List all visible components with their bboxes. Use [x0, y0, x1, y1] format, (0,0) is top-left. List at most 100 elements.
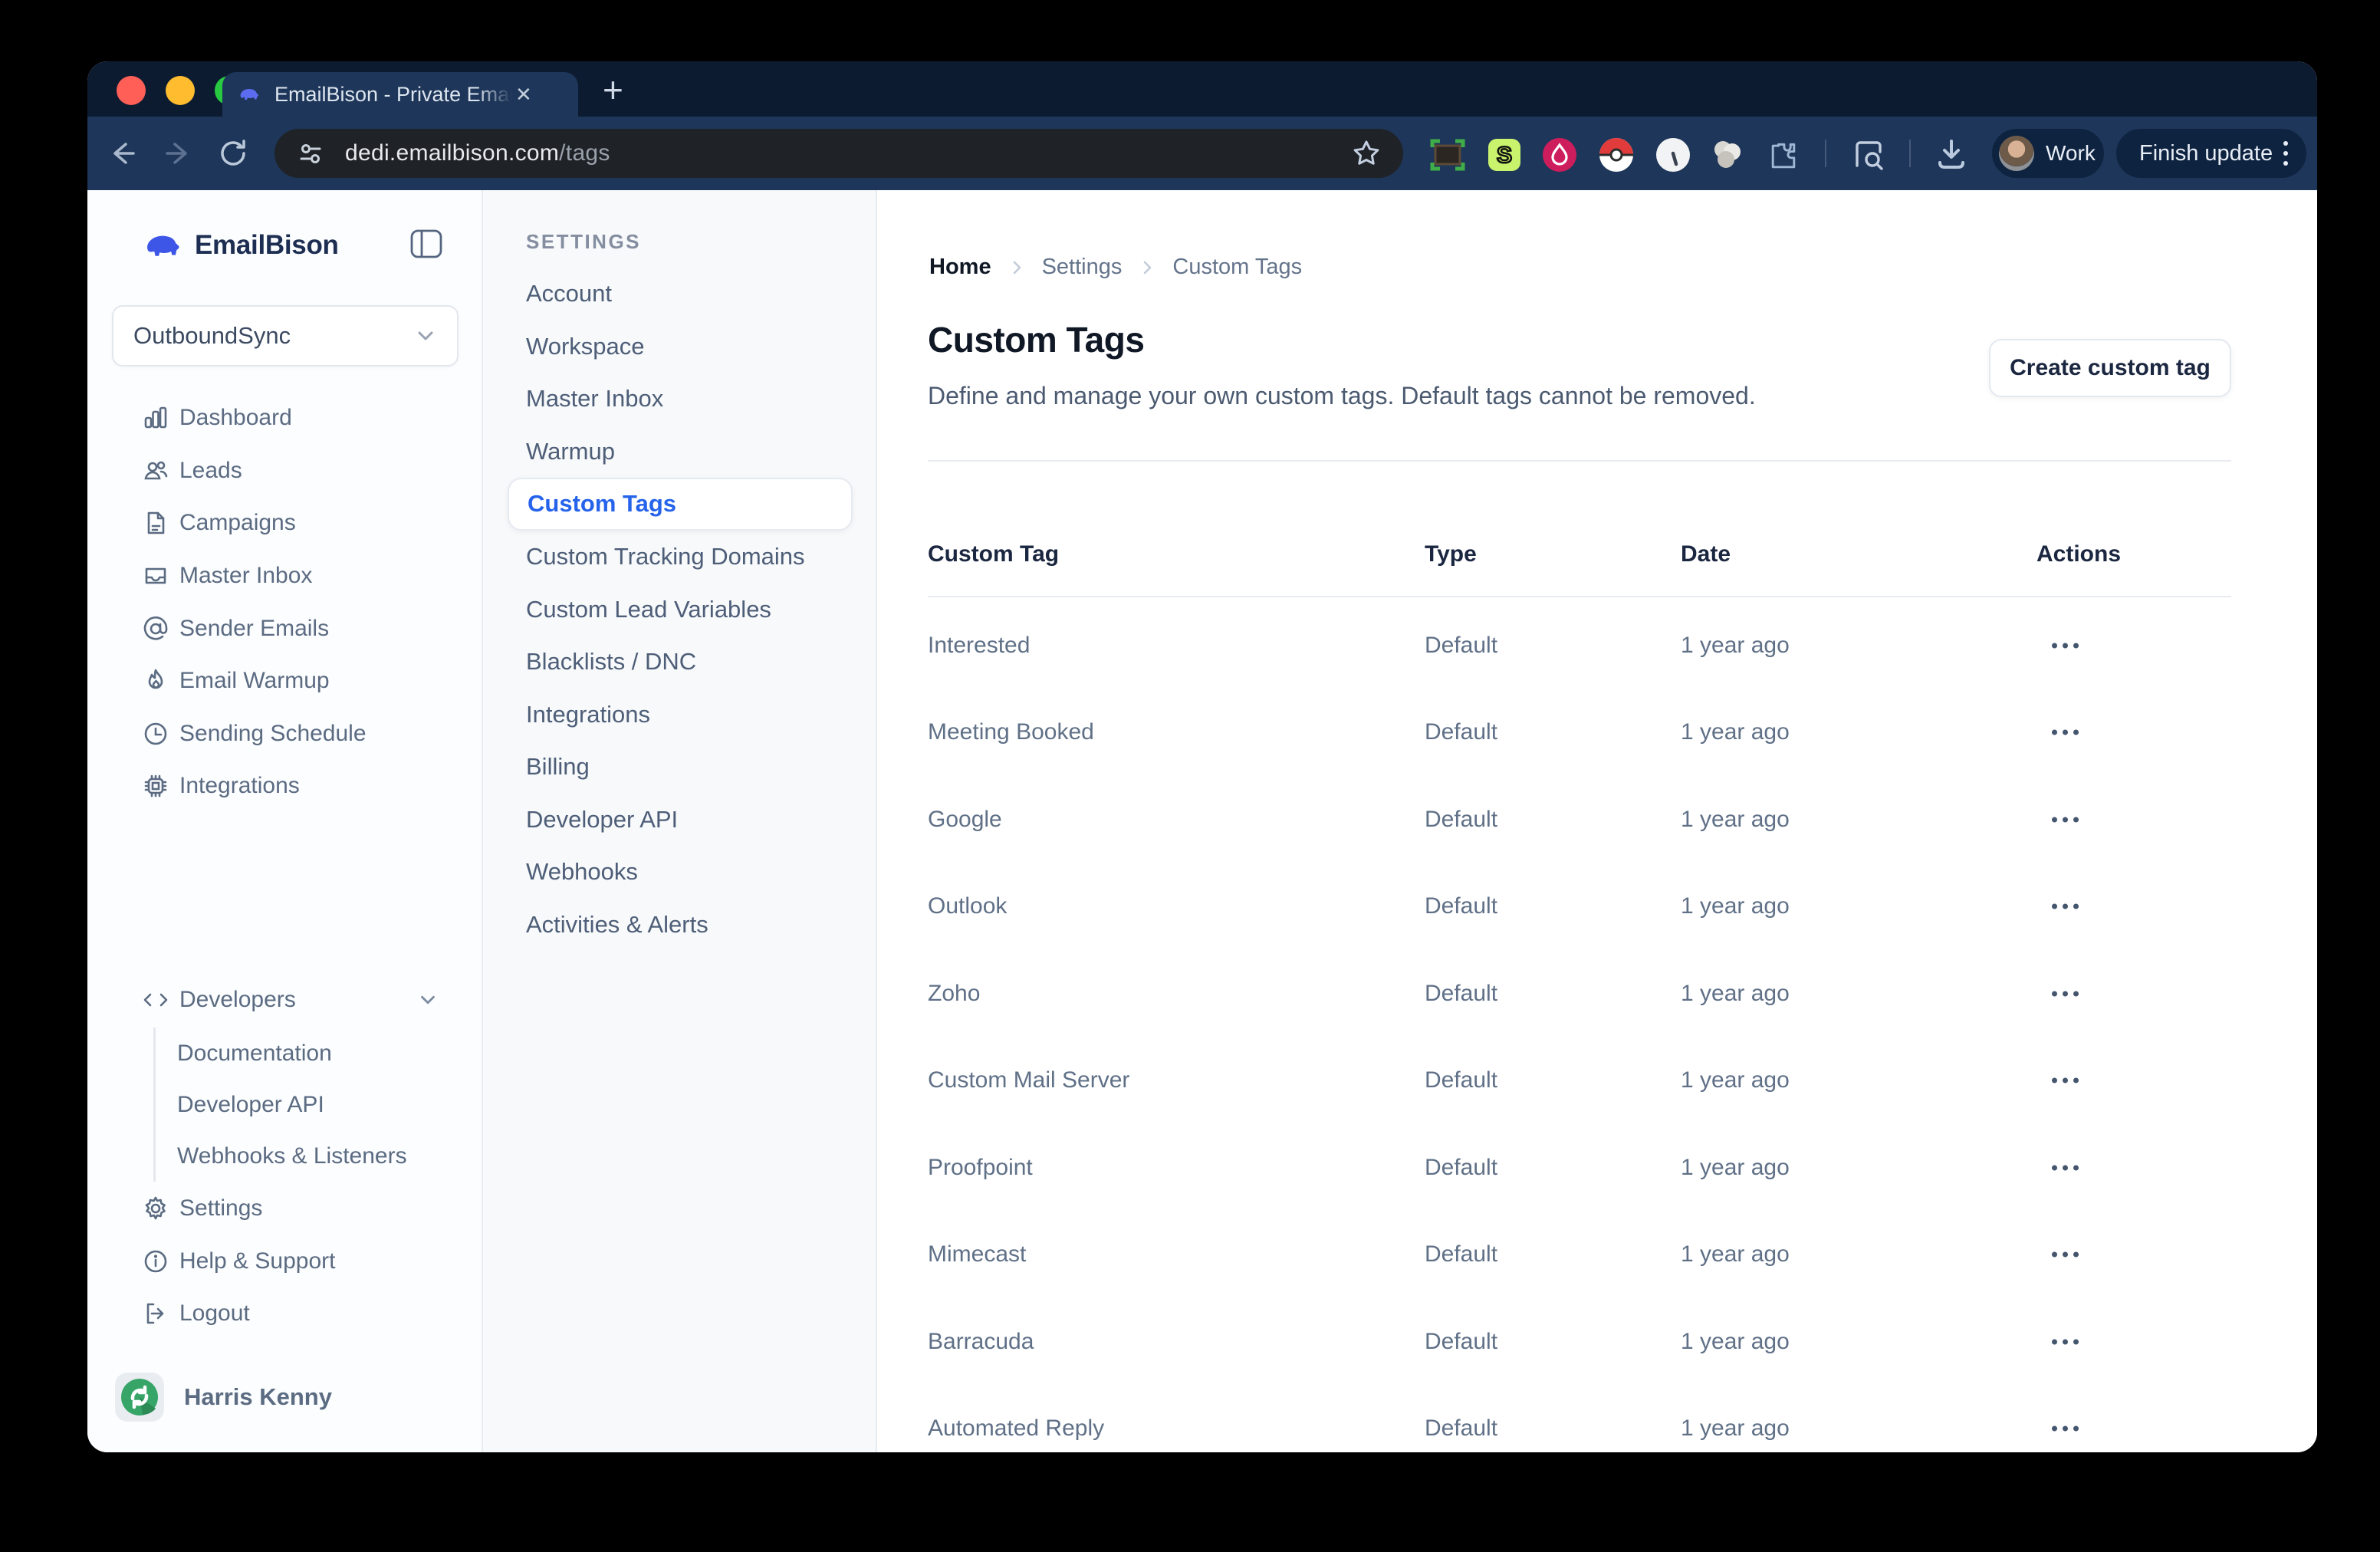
table-header-divider	[928, 596, 2231, 597]
brand-logo[interactable]: EmailBison	[143, 221, 339, 270]
row-actions-menu-icon[interactable]	[2038, 1251, 2092, 1258]
new-tab-button[interactable]: +	[603, 70, 623, 110]
forward-icon[interactable]	[161, 136, 195, 170]
workspace-selector-value: OutboundSync	[133, 322, 291, 349]
chip-icon	[144, 775, 167, 797]
table-row: Interested Default 1 year ago	[928, 602, 2231, 689]
sidebar-item-sending-schedule[interactable]: Sending Schedule	[87, 708, 482, 761]
app-sidebar: EmailBison OutboundSync Dashboard Leads	[87, 190, 483, 1452]
sidebar-item-developer-api[interactable]: Developer API	[177, 1091, 324, 1117]
extensions-puzzle-icon[interactable]	[1765, 136, 1802, 173]
minimize-window-button[interactable]	[166, 76, 195, 105]
settings-nav-item-billing[interactable]: Billing	[526, 753, 590, 781]
row-actions-menu-icon[interactable]	[2038, 1425, 2092, 1432]
url-path: /tags	[559, 140, 610, 166]
sidebar-item-developers[interactable]: Developers	[87, 974, 482, 1027]
settings-nav-item-activities-alerts[interactable]: Activities & Alerts	[526, 910, 708, 938]
settings-nav-item-master-inbox[interactable]: Master Inbox	[526, 385, 664, 413]
main-content: Home Settings Custom Tags Custom Tags De…	[877, 190, 2317, 1452]
sidebar-item-campaigns[interactable]: Campaigns	[87, 497, 482, 550]
row-actions-menu-icon[interactable]	[2038, 1077, 2092, 1083]
table-row: Automated Reply Default 1 year ago	[928, 1386, 2231, 1453]
settings-nav-item-blacklists-dnc[interactable]: Blacklists / DNC	[526, 648, 697, 676]
browser-menu-kebab-icon[interactable]	[2283, 141, 2288, 166]
row-actions-menu-icon[interactable]	[2038, 817, 2092, 823]
tab-title: EmailBison - Private Email Se	[274, 82, 512, 106]
row-actions-menu-icon[interactable]	[2038, 643, 2092, 649]
screenshot-frame-icon[interactable]	[1429, 136, 1466, 173]
settings-nav-item-custom-tags[interactable]: Custom Tags	[508, 478, 853, 531]
settings-nav-item-webhooks[interactable]: Webhooks	[526, 858, 638, 886]
sidebar-item-dashboard[interactable]: Dashboard	[87, 392, 482, 445]
tab-close-icon[interactable]: ✕	[515, 83, 532, 106]
download-icon[interactable]	[1934, 136, 1969, 172]
table-row: Meeting Booked Default 1 year ago	[928, 689, 2231, 777]
settings-nav-item-integrations[interactable]: Integrations	[526, 700, 650, 728]
pokeball-extension-icon[interactable]	[1598, 136, 1635, 173]
column-header-type: Type	[1425, 541, 1477, 567]
at-sign-icon	[143, 616, 168, 640]
finish-update-button[interactable]: Finish update	[2116, 129, 2306, 178]
settings-nav-item-account[interactable]: Account	[526, 280, 613, 307]
clock-extension-icon[interactable]	[1655, 136, 1691, 173]
drop-extension-icon[interactable]	[1541, 136, 1578, 173]
row-actions-menu-icon[interactable]	[2038, 1339, 2092, 1345]
sidebar-item-master-inbox[interactable]: Master Inbox	[87, 550, 482, 603]
settings-nav-item-developer-api[interactable]: Developer API	[526, 805, 679, 833]
browser-tab[interactable]: EmailBison - Private Email Se ✕	[222, 72, 578, 117]
section-divider	[928, 460, 2231, 462]
flame-icon	[148, 669, 163, 689]
bookmark-star-icon[interactable]	[1351, 138, 1382, 169]
reload-icon[interactable]	[216, 136, 250, 170]
browser-window: EmailBison - Private Email Se ✕ + dedi.e…	[87, 61, 2317, 1452]
collapse-sidebar-icon[interactable]	[409, 229, 443, 259]
settings-nav-item-custom-lead-variables[interactable]: Custom Lead Variables	[526, 595, 771, 623]
settings-nav-item-custom-tracking-domains[interactable]: Custom Tracking Domains	[526, 543, 805, 570]
bar-chart-icon	[144, 406, 167, 429]
table-row: Barracuda Default 1 year ago	[928, 1298, 2231, 1386]
users-icon	[144, 461, 168, 480]
row-actions-menu-icon[interactable]	[2038, 991, 2092, 997]
close-window-button[interactable]	[117, 76, 146, 105]
user-avatar	[115, 1373, 164, 1422]
sidebar-item-integrations[interactable]: Integrations	[87, 760, 482, 813]
sidebar-item-sender-emails[interactable]: Sender Emails	[87, 602, 482, 655]
create-custom-tag-button[interactable]: Create custom tag	[1989, 339, 2231, 397]
user-profile[interactable]: Harris Kenny	[115, 1371, 332, 1423]
sidebar-item-leads[interactable]: Leads	[87, 445, 482, 498]
sidebar-item-documentation[interactable]: Documentation	[177, 1040, 332, 1066]
sidebar-item-webhooks-listeners[interactable]: Webhooks & Listeners	[177, 1143, 407, 1169]
clock-icon	[144, 722, 167, 745]
profile-chip[interactable]: Work	[1992, 129, 2104, 178]
circle-cluster-extension-icon[interactable]	[1708, 136, 1745, 173]
sidebar-item-help-support[interactable]: Help & Support	[87, 1235, 482, 1288]
table-row: Google Default 1 year ago	[928, 776, 2231, 863]
row-actions-menu-icon[interactable]	[2038, 729, 2092, 735]
s-badge-extension-icon[interactable]: S	[1486, 136, 1523, 173]
inbox-icon	[145, 567, 166, 584]
back-icon[interactable]	[106, 136, 140, 170]
settings-nav-item-workspace[interactable]: Workspace	[526, 332, 645, 360]
breadcrumb-settings[interactable]: Settings	[1041, 255, 1123, 279]
row-actions-menu-icon[interactable]	[2038, 1165, 2092, 1171]
tab-search-icon[interactable]	[1849, 136, 1886, 173]
profile-avatar	[1999, 136, 2034, 171]
column-header-custom-tag: Custom Tag	[928, 541, 1060, 567]
sidebar-item-email-warmup[interactable]: Email Warmup	[87, 655, 482, 708]
table-header: Custom Tag Type Date Actions	[928, 541, 2231, 575]
brand-name: EmailBison	[195, 230, 339, 260]
column-header-date: Date	[1681, 541, 1731, 567]
table-row: Proofpoint Default 1 year ago	[928, 1124, 2231, 1212]
site-settings-icon[interactable]	[296, 139, 325, 168]
workspace-selector[interactable]: OutboundSync	[112, 305, 459, 367]
address-bar[interactable]: dedi.emailbison.com/tags	[274, 129, 1403, 178]
toolbar-divider	[1825, 140, 1826, 167]
browser-toolbar: dedi.emailbison.com/tags S	[87, 117, 2317, 190]
gear-icon	[145, 1196, 166, 1220]
column-header-actions: Actions	[2036, 541, 2122, 567]
row-actions-menu-icon[interactable]	[2038, 903, 2092, 909]
breadcrumb-home[interactable]: Home	[929, 255, 991, 279]
sidebar-item-settings[interactable]: Settings	[87, 1182, 482, 1235]
sidebar-item-logout[interactable]: Logout	[87, 1287, 482, 1340]
settings-nav-item-warmup[interactable]: Warmup	[526, 437, 615, 465]
